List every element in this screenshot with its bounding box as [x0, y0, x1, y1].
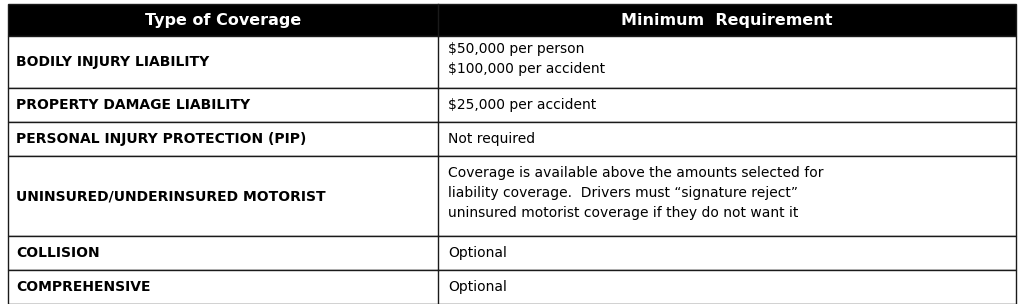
Text: UNINSURED/UNDERINSURED MOTORIST: UNINSURED/UNDERINSURED MOTORIST: [16, 189, 326, 203]
Bar: [8, 236, 1016, 270]
Text: BODILY INJURY LIABILITY: BODILY INJURY LIABILITY: [16, 55, 209, 69]
Text: Coverage is available above the amounts selected for
liability coverage.  Driver: Coverage is available above the amounts …: [449, 166, 823, 220]
Bar: [8, 36, 1016, 88]
Bar: [8, 270, 1016, 304]
Text: $50,000 per person
$100,000 per accident: $50,000 per person $100,000 per accident: [449, 42, 605, 76]
Text: Type of Coverage: Type of Coverage: [144, 12, 301, 27]
Text: $25,000 per accident: $25,000 per accident: [449, 98, 596, 112]
Bar: [8, 156, 1016, 236]
Text: PERSONAL INJURY PROTECTION (PIP): PERSONAL INJURY PROTECTION (PIP): [16, 132, 306, 146]
Text: Optional: Optional: [449, 280, 507, 294]
Text: Not required: Not required: [449, 132, 536, 146]
Bar: [8, 4, 1016, 36]
Text: COMPREHENSIVE: COMPREHENSIVE: [16, 280, 151, 294]
Bar: [8, 122, 1016, 156]
Text: PROPERTY DAMAGE LIABILITY: PROPERTY DAMAGE LIABILITY: [16, 98, 250, 112]
Text: Optional: Optional: [449, 246, 507, 260]
Text: COLLISION: COLLISION: [16, 246, 99, 260]
Text: Minimum  Requirement: Minimum Requirement: [622, 12, 833, 27]
Bar: [8, 88, 1016, 122]
